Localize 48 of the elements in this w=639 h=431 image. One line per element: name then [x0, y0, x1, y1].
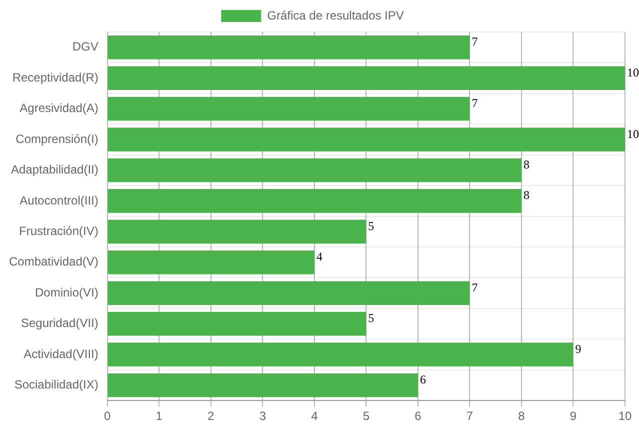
data-label: 5	[368, 311, 374, 326]
bar	[108, 373, 418, 398]
data-label: 8	[523, 157, 530, 172]
x-tick-label: 5	[362, 409, 370, 424]
x-tick-label: 2	[208, 409, 215, 424]
x-tick-label: 10	[618, 409, 632, 424]
x-tick-label: 3	[259, 409, 266, 424]
data-label: 9	[575, 342, 582, 356]
x-tick-label: 7	[466, 409, 474, 424]
bar	[108, 312, 366, 336]
y-tick-label: Comprensión(I)	[16, 132, 98, 146]
x-tick-label: 6	[414, 409, 422, 424]
y-tick-label: DGV	[72, 40, 98, 54]
y-tick-label: Sociabilidad(IX)	[14, 378, 98, 392]
x-tick-label: 4	[311, 409, 318, 424]
bar	[108, 96, 470, 121]
y-tick-label: Dominio(VI)	[35, 285, 98, 300]
bar	[108, 35, 470, 60]
y-tick-label: Receptividad(R)	[12, 70, 98, 84]
bar	[108, 66, 625, 90]
y-tick-label: Actividad(VIII)	[24, 346, 98, 361]
data-label: 4	[316, 250, 322, 264]
y-tick-label: Seguridad(VII)	[20, 316, 98, 330]
y-tick-label: Adaptabilidad(II)	[10, 162, 98, 177]
data-label: 7	[472, 280, 478, 294]
bar	[108, 281, 470, 305]
bar	[108, 128, 625, 152]
bar	[108, 158, 522, 182]
data-label: 5	[368, 218, 374, 233]
y-tick-label: Autocontrol(III)	[20, 193, 98, 208]
data-label: 7	[472, 96, 478, 110]
x-tick-label: 9	[570, 409, 577, 424]
x-tick-label: 8	[518, 409, 526, 424]
bar	[108, 220, 366, 244]
x-tick-label: 0	[104, 409, 112, 424]
data-label: 6	[420, 372, 426, 387]
data-label: 8	[523, 188, 530, 202]
data-label: 10	[627, 65, 639, 80]
bar	[108, 189, 522, 213]
data-label: 7	[472, 34, 478, 49]
bar	[108, 342, 574, 366]
bar	[108, 250, 314, 274]
data-label: 10	[627, 126, 639, 141]
y-tick-label: Agresividad(A)	[20, 101, 98, 116]
legend-label: Gráfica de resultados IPV	[267, 8, 404, 22]
x-tick-label: 1	[156, 409, 163, 424]
y-tick-label: Frustración(IV)	[19, 224, 98, 238]
y-tick-label: Combatividad(V)	[8, 254, 98, 269]
